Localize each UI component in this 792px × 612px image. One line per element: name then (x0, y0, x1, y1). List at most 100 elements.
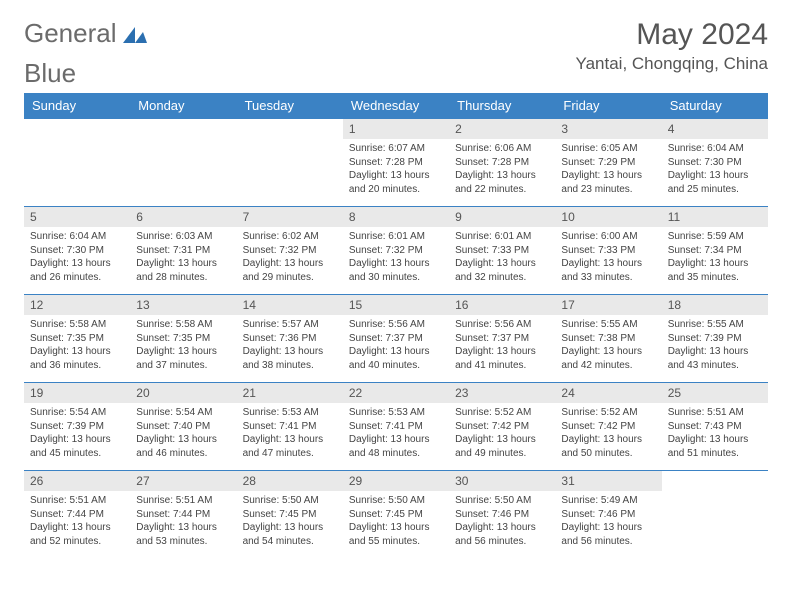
day-number: 31 (555, 471, 661, 491)
day-number: 20 (130, 383, 236, 403)
day-details: Sunrise: 5:50 AMSunset: 7:46 PMDaylight:… (449, 491, 555, 552)
day-number: 8 (343, 207, 449, 227)
calendar-cell: 31Sunrise: 5:49 AMSunset: 7:46 PMDayligh… (555, 471, 661, 559)
day-details: Sunrise: 5:54 AMSunset: 7:40 PMDaylight:… (130, 403, 236, 464)
day-number: 28 (237, 471, 343, 491)
day-number: 19 (24, 383, 130, 403)
calendar-cell: 4Sunrise: 6:04 AMSunset: 7:30 PMDaylight… (662, 119, 768, 207)
day-details: Sunrise: 5:51 AMSunset: 7:43 PMDaylight:… (662, 403, 768, 464)
logo: General (24, 18, 150, 49)
day-details: Sunrise: 6:01 AMSunset: 7:32 PMDaylight:… (343, 227, 449, 288)
weekday-header: Friday (555, 93, 661, 119)
calendar-cell: 26Sunrise: 5:51 AMSunset: 7:44 PMDayligh… (24, 471, 130, 559)
day-details: Sunrise: 5:59 AMSunset: 7:34 PMDaylight:… (662, 227, 768, 288)
calendar-cell: 19Sunrise: 5:54 AMSunset: 7:39 PMDayligh… (24, 383, 130, 471)
day-details: Sunrise: 5:56 AMSunset: 7:37 PMDaylight:… (449, 315, 555, 376)
day-number: 16 (449, 295, 555, 315)
calendar-cell: 8Sunrise: 6:01 AMSunset: 7:32 PMDaylight… (343, 207, 449, 295)
day-number: 1 (343, 119, 449, 139)
day-number: 27 (130, 471, 236, 491)
day-details: Sunrise: 5:51 AMSunset: 7:44 PMDaylight:… (24, 491, 130, 552)
calendar-cell: 17Sunrise: 5:55 AMSunset: 7:38 PMDayligh… (555, 295, 661, 383)
calendar-cell: 3Sunrise: 6:05 AMSunset: 7:29 PMDaylight… (555, 119, 661, 207)
calendar-cell: 18Sunrise: 5:55 AMSunset: 7:39 PMDayligh… (662, 295, 768, 383)
day-details: Sunrise: 5:58 AMSunset: 7:35 PMDaylight:… (130, 315, 236, 376)
day-number: 21 (237, 383, 343, 403)
calendar-cell: 23Sunrise: 5:52 AMSunset: 7:42 PMDayligh… (449, 383, 555, 471)
calendar-cell: 10Sunrise: 6:00 AMSunset: 7:33 PMDayligh… (555, 207, 661, 295)
month-year: May 2024 (576, 18, 769, 52)
day-number: 14 (237, 295, 343, 315)
day-details: Sunrise: 5:49 AMSunset: 7:46 PMDaylight:… (555, 491, 661, 552)
day-number: 29 (343, 471, 449, 491)
calendar-week: 19Sunrise: 5:54 AMSunset: 7:39 PMDayligh… (24, 383, 768, 471)
calendar-week: 26Sunrise: 5:51 AMSunset: 7:44 PMDayligh… (24, 471, 768, 559)
day-number: 13 (130, 295, 236, 315)
day-details: Sunrise: 6:05 AMSunset: 7:29 PMDaylight:… (555, 139, 661, 200)
calendar-cell (130, 119, 236, 207)
day-details: Sunrise: 6:01 AMSunset: 7:33 PMDaylight:… (449, 227, 555, 288)
calendar-cell: 11Sunrise: 5:59 AMSunset: 7:34 PMDayligh… (662, 207, 768, 295)
day-details: Sunrise: 5:51 AMSunset: 7:44 PMDaylight:… (130, 491, 236, 552)
calendar-cell: 22Sunrise: 5:53 AMSunset: 7:41 PMDayligh… (343, 383, 449, 471)
calendar-cell (237, 119, 343, 207)
calendar-cell: 6Sunrise: 6:03 AMSunset: 7:31 PMDaylight… (130, 207, 236, 295)
day-details: Sunrise: 5:53 AMSunset: 7:41 PMDaylight:… (237, 403, 343, 464)
calendar-cell: 14Sunrise: 5:57 AMSunset: 7:36 PMDayligh… (237, 295, 343, 383)
calendar-cell: 24Sunrise: 5:52 AMSunset: 7:42 PMDayligh… (555, 383, 661, 471)
calendar-cell: 27Sunrise: 5:51 AMSunset: 7:44 PMDayligh… (130, 471, 236, 559)
day-number: 30 (449, 471, 555, 491)
weekday-header: Wednesday (343, 93, 449, 119)
calendar-cell: 25Sunrise: 5:51 AMSunset: 7:43 PMDayligh… (662, 383, 768, 471)
weekday-header: Monday (130, 93, 236, 119)
calendar-cell: 21Sunrise: 5:53 AMSunset: 7:41 PMDayligh… (237, 383, 343, 471)
day-number: 10 (555, 207, 661, 227)
day-details: Sunrise: 5:52 AMSunset: 7:42 PMDaylight:… (555, 403, 661, 464)
day-number: 3 (555, 119, 661, 139)
day-number: 12 (24, 295, 130, 315)
day-number: 26 (24, 471, 130, 491)
calendar-cell: 5Sunrise: 6:04 AMSunset: 7:30 PMDaylight… (24, 207, 130, 295)
day-details: Sunrise: 6:04 AMSunset: 7:30 PMDaylight:… (24, 227, 130, 288)
day-number: 4 (662, 119, 768, 139)
calendar-cell: 2Sunrise: 6:06 AMSunset: 7:28 PMDaylight… (449, 119, 555, 207)
calendar-cell: 9Sunrise: 6:01 AMSunset: 7:33 PMDaylight… (449, 207, 555, 295)
day-details: Sunrise: 5:55 AMSunset: 7:38 PMDaylight:… (555, 315, 661, 376)
day-details: Sunrise: 6:07 AMSunset: 7:28 PMDaylight:… (343, 139, 449, 200)
weekday-header: Thursday (449, 93, 555, 119)
day-details: Sunrise: 5:54 AMSunset: 7:39 PMDaylight:… (24, 403, 130, 464)
day-details: Sunrise: 6:04 AMSunset: 7:30 PMDaylight:… (662, 139, 768, 200)
calendar-cell: 7Sunrise: 6:02 AMSunset: 7:32 PMDaylight… (237, 207, 343, 295)
calendar-week: 5Sunrise: 6:04 AMSunset: 7:30 PMDaylight… (24, 207, 768, 295)
day-details: Sunrise: 5:53 AMSunset: 7:41 PMDaylight:… (343, 403, 449, 464)
day-number: 25 (662, 383, 768, 403)
day-details: Sunrise: 5:56 AMSunset: 7:37 PMDaylight:… (343, 315, 449, 376)
day-number: 22 (343, 383, 449, 403)
calendar-header-row: SundayMondayTuesdayWednesdayThursdayFrid… (24, 93, 768, 119)
weekday-header: Sunday (24, 93, 130, 119)
calendar-cell: 30Sunrise: 5:50 AMSunset: 7:46 PMDayligh… (449, 471, 555, 559)
weekday-header: Tuesday (237, 93, 343, 119)
day-number: 24 (555, 383, 661, 403)
calendar-body: 1Sunrise: 6:07 AMSunset: 7:28 PMDaylight… (24, 119, 768, 559)
calendar-week: 12Sunrise: 5:58 AMSunset: 7:35 PMDayligh… (24, 295, 768, 383)
calendar-cell: 28Sunrise: 5:50 AMSunset: 7:45 PMDayligh… (237, 471, 343, 559)
day-number: 5 (24, 207, 130, 227)
calendar-cell: 1Sunrise: 6:07 AMSunset: 7:28 PMDaylight… (343, 119, 449, 207)
calendar-table: SundayMondayTuesdayWednesdayThursdayFrid… (24, 93, 768, 559)
logo-text-b: Blue (24, 58, 768, 89)
day-details: Sunrise: 5:50 AMSunset: 7:45 PMDaylight:… (343, 491, 449, 552)
calendar-cell (662, 471, 768, 559)
day-number: 11 (662, 207, 768, 227)
day-number: 6 (130, 207, 236, 227)
calendar-cell: 12Sunrise: 5:58 AMSunset: 7:35 PMDayligh… (24, 295, 130, 383)
day-number: 15 (343, 295, 449, 315)
calendar-cell: 20Sunrise: 5:54 AMSunset: 7:40 PMDayligh… (130, 383, 236, 471)
day-details: Sunrise: 6:02 AMSunset: 7:32 PMDaylight:… (237, 227, 343, 288)
calendar-week: 1Sunrise: 6:07 AMSunset: 7:28 PMDaylight… (24, 119, 768, 207)
logo-icon (122, 24, 148, 44)
day-number: 18 (662, 295, 768, 315)
calendar-cell: 29Sunrise: 5:50 AMSunset: 7:45 PMDayligh… (343, 471, 449, 559)
day-number: 23 (449, 383, 555, 403)
day-number: 9 (449, 207, 555, 227)
